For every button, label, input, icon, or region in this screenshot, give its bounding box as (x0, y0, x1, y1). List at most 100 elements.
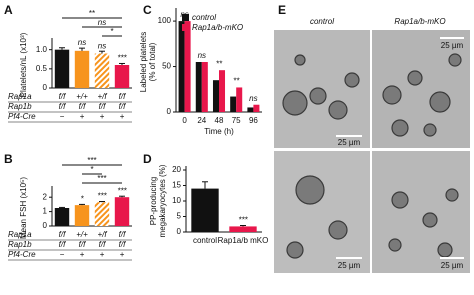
panel-letter: A (4, 3, 13, 17)
y-tick-label: 15 (172, 181, 181, 190)
bar (54, 208, 70, 226)
scale-bar-label: 25 µm (338, 261, 361, 270)
bar (178, 21, 185, 112)
significance: ns (78, 38, 86, 47)
genotype-value: +/f (97, 230, 107, 239)
y-axis-label: Platelets/nL (x10³) (19, 32, 28, 97)
significance: *** (117, 54, 127, 63)
significance: ** (216, 59, 223, 68)
genotype-name: Pf4-Cre (8, 112, 36, 121)
y-tick-label: 0 (43, 221, 48, 230)
genotype-name: Rap1a (8, 230, 32, 239)
y-tick-label: 20 (172, 165, 181, 174)
significance: ns (249, 94, 257, 103)
x-tick-label: 75 (232, 116, 241, 125)
genotype-value: + (100, 112, 105, 121)
significance: ns (198, 51, 206, 60)
bar (184, 21, 191, 112)
y-tick-label: 10 (172, 196, 181, 205)
x-tick-label: Rap1a/b mKO (218, 236, 269, 245)
bar (94, 53, 110, 88)
panel-letter: E (278, 3, 286, 17)
genotype-value: f/f (59, 230, 66, 239)
y-tick-label: 0.5 (36, 64, 48, 73)
bar (229, 226, 257, 232)
y-tick-label: 0 (177, 227, 182, 236)
genotype-name: Rap1a (8, 92, 32, 101)
genotype-value: f/f (59, 240, 66, 249)
genotype-value: f/f (99, 240, 106, 249)
genotype-name: Rap1b (8, 102, 32, 111)
x-axis-label: Time (h) (204, 127, 234, 136)
genotype-value: − (60, 112, 65, 121)
panel-letter: D (143, 152, 152, 166)
bar (253, 104, 260, 112)
bar (74, 205, 90, 226)
bar (236, 87, 243, 112)
genotype-value: + (80, 112, 85, 121)
panel-letter: C (143, 3, 152, 17)
genotype-value: f/f (119, 102, 126, 111)
comparison-label: ns (98, 18, 106, 27)
scale-bar-label: 25 µm (338, 138, 361, 147)
y-axis-label: Labeled platelets(% of total) (139, 32, 157, 93)
y-tick-label: 2 (43, 192, 48, 201)
genotype-value: +/+ (76, 92, 88, 101)
bar (247, 107, 254, 112)
x-tick-label: control (193, 236, 217, 245)
y-tick-label: 0 (43, 83, 48, 92)
bar (94, 202, 110, 226)
genotype-value: +/+ (76, 230, 88, 239)
genotype-value: + (120, 112, 125, 121)
panel-letter: B (4, 152, 13, 166)
genotype-value: f/f (119, 240, 126, 249)
significance: *** (117, 186, 127, 195)
bar (201, 62, 208, 112)
genotype-value: + (80, 250, 85, 259)
genotype-value: f/f (79, 102, 86, 111)
legend-swatch (182, 14, 189, 21)
column-label: Rap1a/b-mKO (394, 17, 445, 26)
genotype-value: f/f (59, 92, 66, 101)
legend-swatch (182, 24, 189, 31)
comparison-label: *** (87, 156, 96, 165)
genotype-value: f/f (59, 102, 66, 111)
genotype-value: f/f (119, 92, 126, 101)
genotype-value: +/f (97, 92, 107, 101)
genotype-name: Pf4-Cre (8, 250, 36, 259)
micrographs (274, 30, 470, 273)
bar (230, 96, 237, 112)
y-tick-label: 5 (177, 212, 182, 221)
comparison-label: *** (97, 174, 106, 183)
significance: *** (238, 216, 248, 225)
genotype-value: + (120, 250, 125, 259)
bar (191, 188, 219, 232)
significance: *** (97, 192, 107, 201)
x-tick-label: 24 (197, 116, 206, 125)
bar (212, 80, 219, 112)
bar (54, 49, 70, 88)
genotype-value: f/f (99, 102, 106, 111)
genotype-name: Rap1b (8, 240, 32, 249)
column-label: control (310, 17, 334, 26)
significance: ns (98, 41, 106, 50)
genotype-value: f/f (119, 230, 126, 239)
bar (114, 197, 130, 226)
significance: ** (233, 77, 240, 86)
bar (219, 70, 226, 112)
comparison-label: ** (89, 9, 95, 18)
bar (74, 50, 90, 88)
x-tick-label: 96 (249, 116, 258, 125)
genotype-value: − (60, 250, 65, 259)
y-axis-label: Mean FSH (x10⁵) (19, 177, 28, 239)
genotype-value: + (100, 250, 105, 259)
bar (114, 65, 130, 88)
y-tick-label: 100 (158, 16, 172, 25)
x-tick-label: 48 (215, 116, 224, 125)
y-tick-label: 1 (43, 207, 48, 216)
legend-label: control (192, 13, 216, 22)
significance: * (80, 195, 84, 204)
scale-bar-label: 25 µm (441, 261, 464, 270)
scale-bar-label: 25 µm (441, 41, 464, 50)
